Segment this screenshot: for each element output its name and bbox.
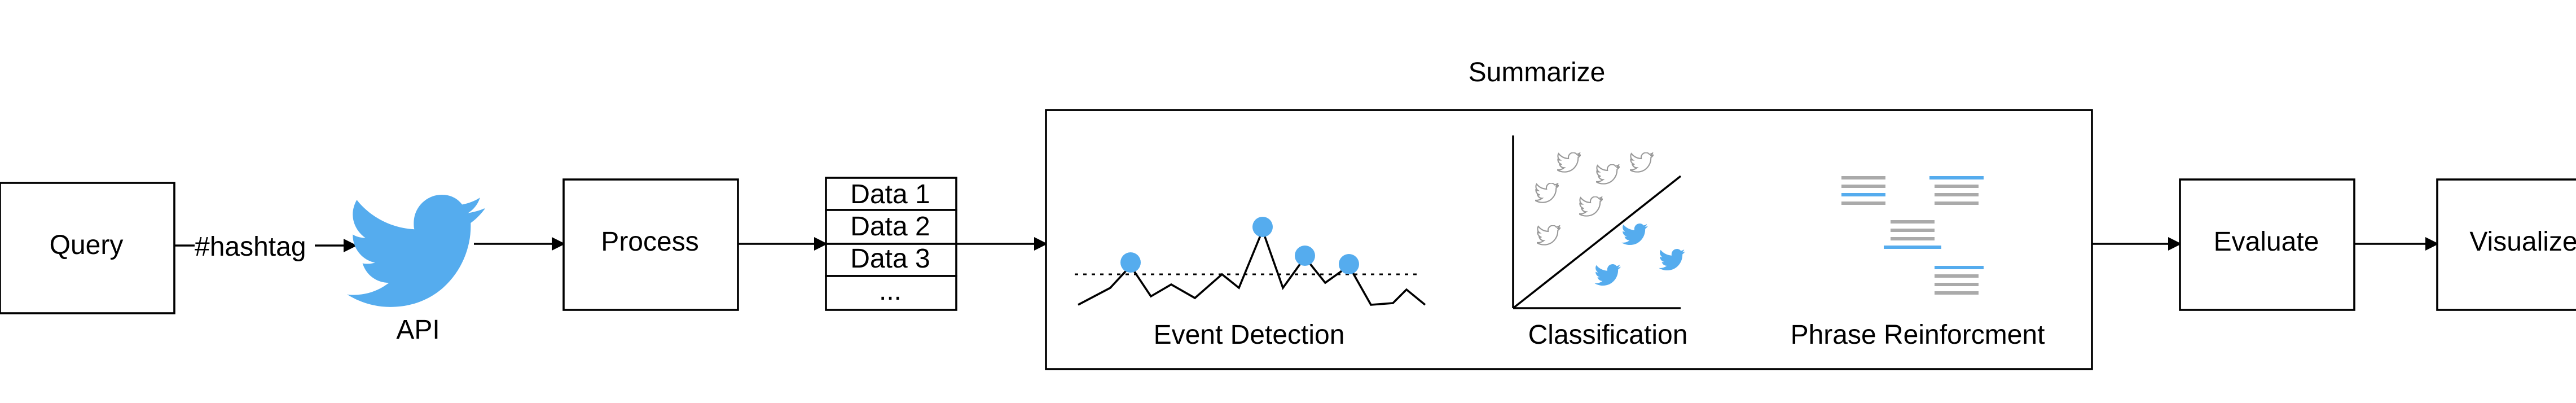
evaluate-node: Evaluate xyxy=(2179,178,2355,311)
data-item-2: Data 2 xyxy=(850,212,930,242)
api-label: API xyxy=(396,315,439,345)
summarize-title: Summarize xyxy=(1469,58,1606,87)
api-node: API xyxy=(347,195,485,345)
phrase-reinforcement-panel: Phrase Reinforcment xyxy=(1791,176,2045,350)
phrase-reinforcement-label: Phrase Reinforcment xyxy=(1791,320,2045,350)
data-item-3: Data 3 xyxy=(850,244,930,274)
process-node: Process xyxy=(562,178,739,311)
data-item-ellipsis: ... xyxy=(879,276,902,306)
visualize-label: Visualize xyxy=(2469,227,2576,257)
classification-panel: Classification xyxy=(1512,135,1688,350)
event-peak-marker xyxy=(1120,252,1141,273)
evaluate-label: Evaluate xyxy=(2214,227,2319,257)
classification-boundary xyxy=(1512,175,1682,309)
event-detection-panel: Event Detection xyxy=(1075,217,1426,350)
query-node: Query xyxy=(0,182,175,314)
process-label: Process xyxy=(601,227,698,257)
hashtag-label: #hashtag xyxy=(195,232,306,262)
event-peak-marker xyxy=(1339,254,1359,274)
event-peak-marker xyxy=(1252,217,1273,237)
twitter-bird-icon xyxy=(347,195,485,307)
visualize-node: Visualize xyxy=(2436,178,2576,311)
event-peak-marker xyxy=(1295,246,1315,266)
data-stack: Data 1 Data 2 Data 3 ... xyxy=(825,177,957,311)
data-item-1: Data 1 xyxy=(850,179,930,209)
query-label: Query xyxy=(50,230,124,260)
classification-label: Classification xyxy=(1528,320,1688,350)
event-detection-label: Event Detection xyxy=(1154,320,1345,350)
